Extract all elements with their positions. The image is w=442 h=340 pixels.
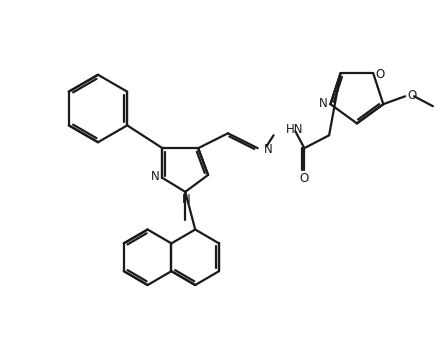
Text: N: N xyxy=(151,170,160,184)
Text: O: O xyxy=(376,68,385,81)
Text: N: N xyxy=(182,193,191,206)
Text: N: N xyxy=(263,143,272,156)
Text: N: N xyxy=(319,97,328,110)
Text: O: O xyxy=(408,89,417,102)
Text: O: O xyxy=(300,172,309,185)
Text: HN: HN xyxy=(286,123,303,136)
